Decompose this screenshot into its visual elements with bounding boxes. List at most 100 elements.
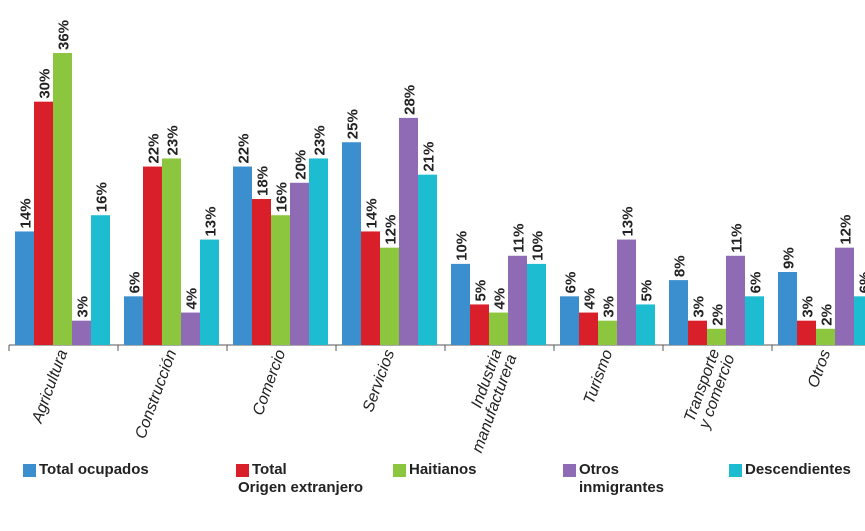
bar [688,320,707,345]
legend-label-line: Total ocupados [39,461,149,478]
category-label: Turismo [581,347,616,406]
legend-swatch [729,464,742,477]
category-label-line: Otros [805,348,834,391]
bar [399,117,418,345]
bar [53,53,72,345]
bar [418,174,437,345]
data-label: 14% [18,198,35,228]
data-label: 10% [530,231,547,261]
data-label: 2% [710,304,727,326]
data-label: 13% [203,207,220,237]
data-label: 12% [838,215,855,245]
category-label: Agricultura [29,347,72,426]
data-label: 25% [345,109,362,139]
data-label: 9% [781,247,798,269]
bar [508,255,527,345]
legend-label-line: Haitianos [409,461,477,478]
legend-item: Descendientes [729,461,851,479]
bar [271,215,290,345]
category-label: Industriamanufacturera [454,347,520,455]
legend-label-line: Origen extranjero [238,479,364,496]
data-label: 20% [293,150,310,180]
bar [143,166,162,345]
data-label: 10% [454,231,471,261]
legend-label: Haitianos [409,461,477,479]
bar [252,199,271,345]
legend-label: Otros inmigrantes [579,461,664,497]
bar [854,296,865,345]
bar [181,312,200,345]
bar [470,304,489,345]
legend-label-line: Descendientes [745,461,851,478]
bar [34,101,53,346]
bar [579,312,598,345]
bar [124,296,143,345]
data-label: 6% [857,272,865,294]
data-label: 22% [236,134,253,164]
bar [72,320,91,345]
bar [527,263,546,345]
bar [669,280,688,345]
legend-label: Total Origen extranjero [238,461,363,497]
category-label: Construcción [132,347,180,441]
data-label: 5% [473,280,490,302]
bar [200,239,219,345]
data-label: 11% [729,224,746,253]
bar [380,247,399,345]
category-label-line: Construcción [132,347,180,441]
data-label: 2% [819,304,836,326]
data-label: 30% [37,69,54,99]
bar [707,328,726,345]
data-label: 5% [639,280,656,302]
legend-swatch [393,464,406,477]
legend-label-line: Otros [579,461,620,478]
legend-item: Otros inmigrantes [563,461,664,497]
legend-label: Total ocupados [39,461,149,479]
bar [778,272,797,345]
data-label: 4% [184,288,201,310]
data-label: 21% [421,142,438,172]
bar [91,215,110,345]
data-label: 16% [94,182,111,212]
legend-swatch [23,464,36,477]
bar [726,255,745,345]
data-label: 16% [274,182,291,212]
legend-label-line: inmigrantes [579,479,665,496]
data-label: 3% [75,296,92,318]
legend-swatch [563,464,576,477]
category-label-line: Comercio [250,347,289,417]
legend-item: Haitianos [393,461,477,479]
data-label: 3% [800,296,817,318]
legend-label-line: Total [252,461,287,478]
data-label: 23% [312,125,329,155]
bar [598,320,617,345]
data-label: 6% [563,272,580,294]
category-label: Transportey comercio [681,347,739,432]
category-label: Servicios [360,348,398,415]
data-label: 14% [364,198,381,228]
data-label: 4% [492,288,509,310]
data-label: 18% [255,166,272,196]
data-label: 13% [620,207,637,237]
bar [835,247,854,345]
data-label: 8% [672,255,689,277]
data-label: 22% [146,134,163,164]
legend-swatch [236,464,249,477]
bar [745,296,764,345]
bar [361,231,380,345]
data-label: 3% [601,296,618,318]
bar [816,328,835,345]
category-label-line: Agricultura [29,347,72,426]
bar-chart: 14%6%22%25%10%6%8% 9%30%22%18%14%5% 4% 3% 3%… [8,20,865,455]
data-label: 3% [691,296,708,318]
data-label: 11% [511,224,528,253]
bar [797,320,816,345]
bar [233,166,252,345]
category-label-line: Servicios [360,348,398,415]
bar [162,158,181,345]
bar [617,239,636,345]
bar [309,158,328,345]
data-label: 28% [402,85,419,115]
bar [290,182,309,345]
data-label: 23% [165,125,182,155]
